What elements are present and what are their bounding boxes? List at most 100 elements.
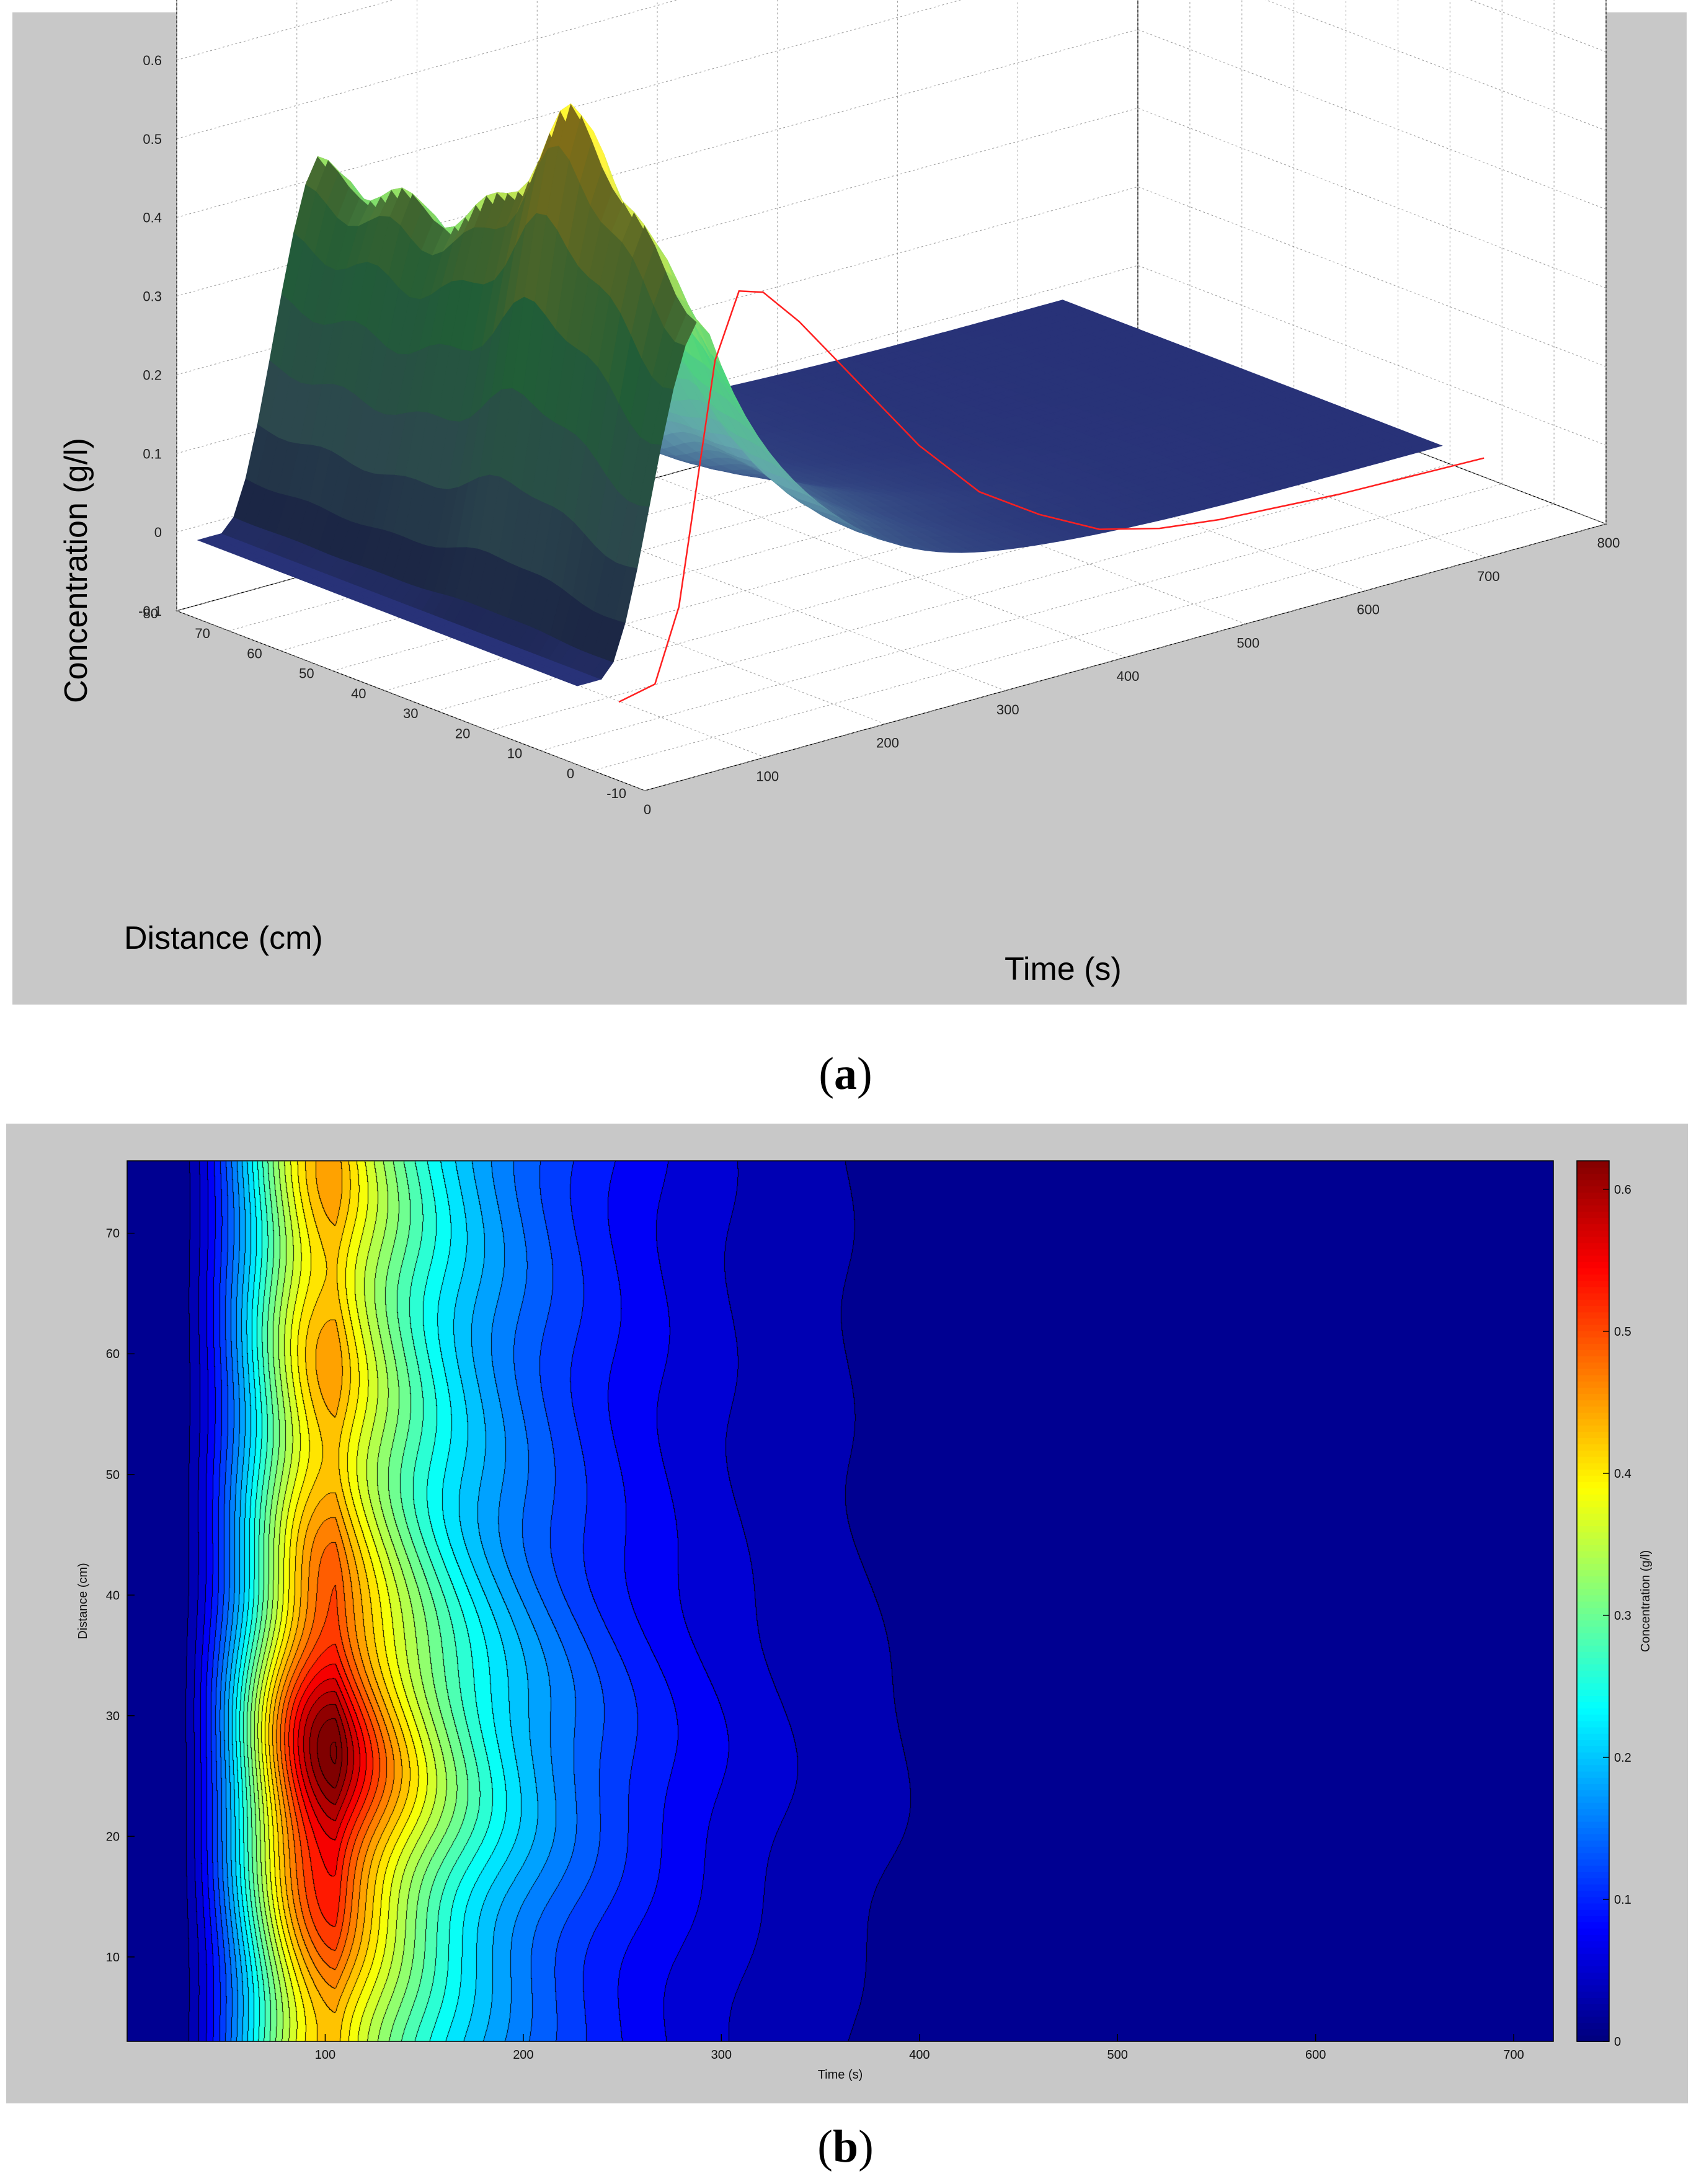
distance-tick-label: 0 (567, 766, 574, 781)
colorbar-segment (1577, 1343, 1609, 1351)
colorbar-segment (1577, 1790, 1609, 1797)
distance-tick-label: 10 (507, 746, 522, 761)
concentration-tick-label: 0.6 (143, 53, 162, 68)
sidewall-gridline-conc (1470, 0, 1607, 53)
colorbar-segment (1577, 1462, 1609, 1470)
colorbar-tick-label: 0.5 (1614, 1325, 1631, 1339)
colorbar-segment (1577, 1381, 1609, 1388)
colorbar-segment (1577, 1179, 1609, 1187)
colorbar-segment (1577, 1614, 1609, 1621)
colorbar-segment (1577, 1752, 1609, 1759)
colorbar-segment (1577, 1607, 1609, 1615)
axis-ticks: 0100200300400500600700800-10010203040506… (138, 53, 1620, 817)
time-tick-label: 600 (1305, 2048, 1326, 2062)
contour-x-axis-label: Time (s) (818, 2068, 863, 2082)
colorbar-segment (1577, 1991, 1609, 1998)
colorbar-tick-label: 0 (1614, 2035, 1621, 2049)
colorbar-segment (1577, 1890, 1609, 1898)
colorbar-segment (1577, 1186, 1609, 1193)
colorbar-segment (1577, 1695, 1609, 1703)
colorbar-segment (1577, 1173, 1609, 1181)
colorbar-segment (1577, 1902, 1609, 1910)
colorbar-segment (1577, 1475, 1609, 1483)
sidewall-gridline-conc (1137, 265, 1607, 446)
colorbar-segment (1577, 1940, 1609, 1948)
colorbar-segment (1577, 1651, 1609, 1659)
colorbar-segment (1577, 1519, 1609, 1527)
colorbar-segment (1577, 1481, 1609, 1489)
colorbar-segment (1577, 1488, 1609, 1495)
colorbar-segment (1577, 1676, 1609, 1684)
distance-tick-label: 20 (455, 726, 470, 741)
sidewall-gridline-conc (1137, 29, 1607, 210)
colorbar-segment (1577, 1588, 1609, 1596)
colorbar-segment (1577, 1538, 1609, 1545)
distance-tick-label: 30 (403, 706, 418, 721)
distance-tick-label: 70 (195, 626, 210, 641)
colorbar-segment (1577, 1249, 1609, 1256)
colorbar-tick-label: 0.6 (1614, 1183, 1631, 1197)
colorbar-segment (1577, 1821, 1609, 1828)
colorbar-segment (1577, 1374, 1609, 1382)
surface-plot: 0100200300400500600700800-10010203040506… (58, 0, 1620, 987)
colorbar-segment (1577, 1708, 1609, 1715)
colorbar-segment (1577, 1337, 1609, 1344)
time-tick-label: 300 (711, 2048, 732, 2062)
colorbar-segment (1577, 1726, 1609, 1734)
colorbar-segment (1577, 1267, 1609, 1275)
time-tick-label: 500 (1236, 635, 1259, 650)
red-curve (618, 290, 1485, 703)
colorbar-frame (1576, 1160, 1610, 2042)
colorbar-segment (1577, 1984, 1609, 1992)
colorbar-segment (1577, 1840, 1609, 1847)
colorbar-tick-label: 0.2 (1614, 1751, 1631, 1765)
colorbar-segment (1577, 1739, 1609, 1747)
colorbar-segment (1577, 1934, 1609, 1942)
x-axis-label: Time (s) (1005, 951, 1122, 987)
colorbar-segment (1577, 1393, 1609, 1401)
colorbar-segment (1577, 2016, 1609, 2023)
time-tick-label: 100 (756, 768, 779, 784)
contour-y-axis-label: Distance (cm) (76, 1563, 90, 1639)
colorbar-segment (1577, 1274, 1609, 1281)
y-axis-label: Distance (cm) (124, 920, 323, 956)
colorbar-segment (1577, 1167, 1609, 1174)
distance-tick-label: 60 (247, 646, 262, 661)
colorbar-segment (1577, 1764, 1609, 1772)
distance-tick-label: 50 (299, 666, 314, 681)
colorbar-segment (1577, 1746, 1609, 1753)
colorbar-segment (1577, 1871, 1609, 1879)
floor-gridline-distance (592, 504, 1555, 771)
surface-panel: 0 100 200 300 400 500 600 700 800 -10 0 10 20 30 40 50 6… (12, 0, 1687, 1005)
colorbar-segment (1577, 1997, 1609, 2004)
distance-tick-label: -10 (606, 786, 626, 801)
colorbar-segment (1577, 1827, 1609, 1835)
colorbar-segment (1577, 1412, 1609, 1419)
colorbar-segment (1577, 1802, 1609, 1809)
colorbar-segment (1577, 1638, 1609, 1646)
colorbar-segment (1577, 1658, 1609, 1665)
colorbar-segment (1577, 1324, 1609, 1331)
colorbar-segment (1577, 1620, 1609, 1627)
colorbar-segment (1577, 1928, 1609, 1935)
colorbar-segment (1577, 1506, 1609, 1514)
colorbar-segment (1577, 1217, 1609, 1225)
colorbar-segment (1577, 1299, 1609, 1307)
colorbar-segment (1577, 1286, 1609, 1294)
contour-axis-ticks: 100 200 300 400 500 600 7001020304050607000.10… (106, 1183, 1631, 2062)
distance-tick-label: 10 (106, 1951, 120, 1964)
colorbar-segment (1577, 1909, 1609, 1916)
colorbar-segment (1577, 1242, 1609, 1250)
colorbar-tick-label: 0.4 (1614, 1467, 1631, 1481)
colorbar-segment (1577, 1834, 1609, 1841)
colorbar-segment (1577, 1563, 1609, 1571)
colorbar-segment (1577, 1198, 1609, 1205)
time-tick-label: 200 (513, 2048, 533, 2062)
colorbar-segment (1577, 1456, 1609, 1463)
colorbar-segment (1577, 2035, 1609, 2042)
floor-gridline-distance (541, 484, 1502, 752)
colorbar-segment (1577, 1255, 1609, 1263)
colorbar-segment (1577, 1525, 1609, 1533)
colorbar-segment (1577, 1576, 1609, 1583)
concentration-tick-label: 0.3 (143, 289, 162, 304)
